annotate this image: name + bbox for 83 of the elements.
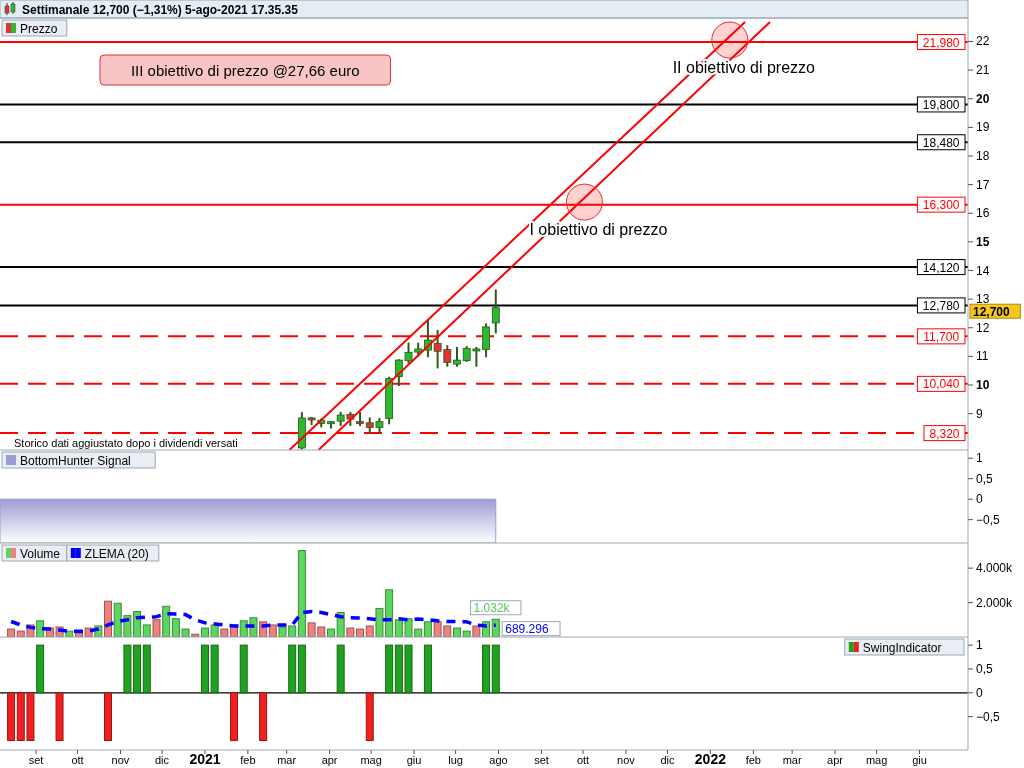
x-tick-label: ott (576, 754, 590, 766)
ref-line-label: 21,980 (922, 35, 960, 50)
y-tick-label: −0,5 (976, 709, 1001, 724)
y-tick-label: 22 (976, 34, 990, 49)
y-tick-label: 2.000k (976, 595, 1014, 610)
bar (36, 620, 45, 637)
x-tick-label: set (28, 754, 44, 766)
bar (297, 550, 306, 637)
x-tick-label: 2022 (694, 751, 727, 767)
bar (472, 625, 481, 637)
bar (268, 624, 277, 637)
y-tick-label: 17 (976, 177, 990, 192)
bar (162, 605, 171, 637)
x-tick-label: dic (154, 754, 170, 766)
x-tick-label: set (534, 754, 549, 766)
chart-title: Settimanale 12,700 (−1,31%) 5-ago-2021 17.35.35 (22, 2, 299, 17)
legend-label: Prezzo (20, 21, 58, 36)
y-tick-label: 16 (976, 206, 990, 221)
y-tick-label: 21 (976, 63, 990, 78)
y-tick-label: 10 (976, 378, 990, 393)
x-tick-label: apr (321, 754, 338, 766)
bar (453, 627, 461, 637)
x-tick-label: mar (277, 754, 297, 766)
y-tick-label: 1 (976, 451, 983, 466)
y-tick-label: 0 (976, 492, 983, 507)
legend-label: BottomHunter Signal (20, 453, 131, 468)
ref-line-label: 18,480 (922, 135, 960, 150)
bar (365, 625, 374, 637)
y-tick-label: 4.000k (976, 561, 1014, 576)
ref-line-label: 8,320 (929, 426, 960, 441)
y-tick-label: 9 (976, 406, 983, 421)
annotation: Storico dati aggiustato dopo i dividendi versati (14, 437, 238, 449)
legend-label: ZLEMA (20) (84, 546, 149, 561)
y-tick-label: 15 (976, 234, 990, 249)
x-tick-label: apr (827, 754, 844, 766)
y-tick-label: 1 (976, 638, 983, 653)
x-tick-label: giu (912, 754, 927, 766)
y-tick-label: 20 (976, 91, 990, 106)
y-tick-label: 13 (976, 292, 990, 307)
y-tick-label: 14 (976, 263, 990, 278)
x-tick-label: ago (489, 754, 508, 766)
legend-label: SwingIndicator (862, 640, 942, 655)
bar (220, 628, 229, 637)
y-tick-label: 18 (976, 148, 990, 163)
y-tick-label: −0,5 (976, 512, 1001, 527)
bar (423, 621, 432, 637)
x-tick-label: ott (71, 754, 84, 766)
text: 12,700 (973, 304, 1010, 319)
x-tick-label: feb (240, 754, 256, 766)
y-tick-label: 0,5 (976, 471, 994, 486)
bar (462, 630, 471, 637)
ref-line-label: 12,780 (922, 298, 960, 313)
y-tick-label: 19 (976, 120, 990, 135)
x-tick-label: mag (865, 754, 888, 766)
x-tick-label: mar (782, 754, 802, 766)
y-tick-label: 12 (976, 320, 990, 335)
x-tick-label: lug (448, 754, 463, 766)
candlestick (491, 288, 500, 335)
y-tick-label: 0 (976, 685, 983, 700)
x-tick-label: dic (660, 754, 676, 766)
bar (142, 624, 151, 637)
legend-label: Volume (20, 546, 61, 561)
ref-line-label: 14,120 (922, 260, 960, 275)
x-tick-label: nov (111, 754, 130, 766)
x-tick-label: nov (617, 754, 636, 766)
x-tick-label: giu (406, 754, 422, 766)
x-tick-label: feb (745, 754, 761, 766)
y-tick-label: 0,5 (976, 661, 994, 676)
data-label: 1.032k (473, 601, 511, 616)
bar (7, 628, 16, 637)
bar (326, 628, 335, 637)
bar (200, 627, 209, 637)
bar (152, 619, 161, 637)
x-tick-label: 2021 (189, 751, 221, 767)
ref-line-label: 10,040 (922, 377, 960, 392)
data-label: 689.296 (505, 622, 549, 637)
x-tick-label: mag (360, 754, 382, 766)
candlestick (453, 345, 461, 368)
ref-line-label: 19,800 (922, 97, 960, 112)
ref-line-label: 11,700 (923, 329, 960, 344)
y-tick-label: 11 (976, 349, 989, 364)
ref-line-label: 16,300 (922, 198, 960, 213)
annotation: III obiettivo di prezzo @27,66 euro (130, 62, 360, 79)
